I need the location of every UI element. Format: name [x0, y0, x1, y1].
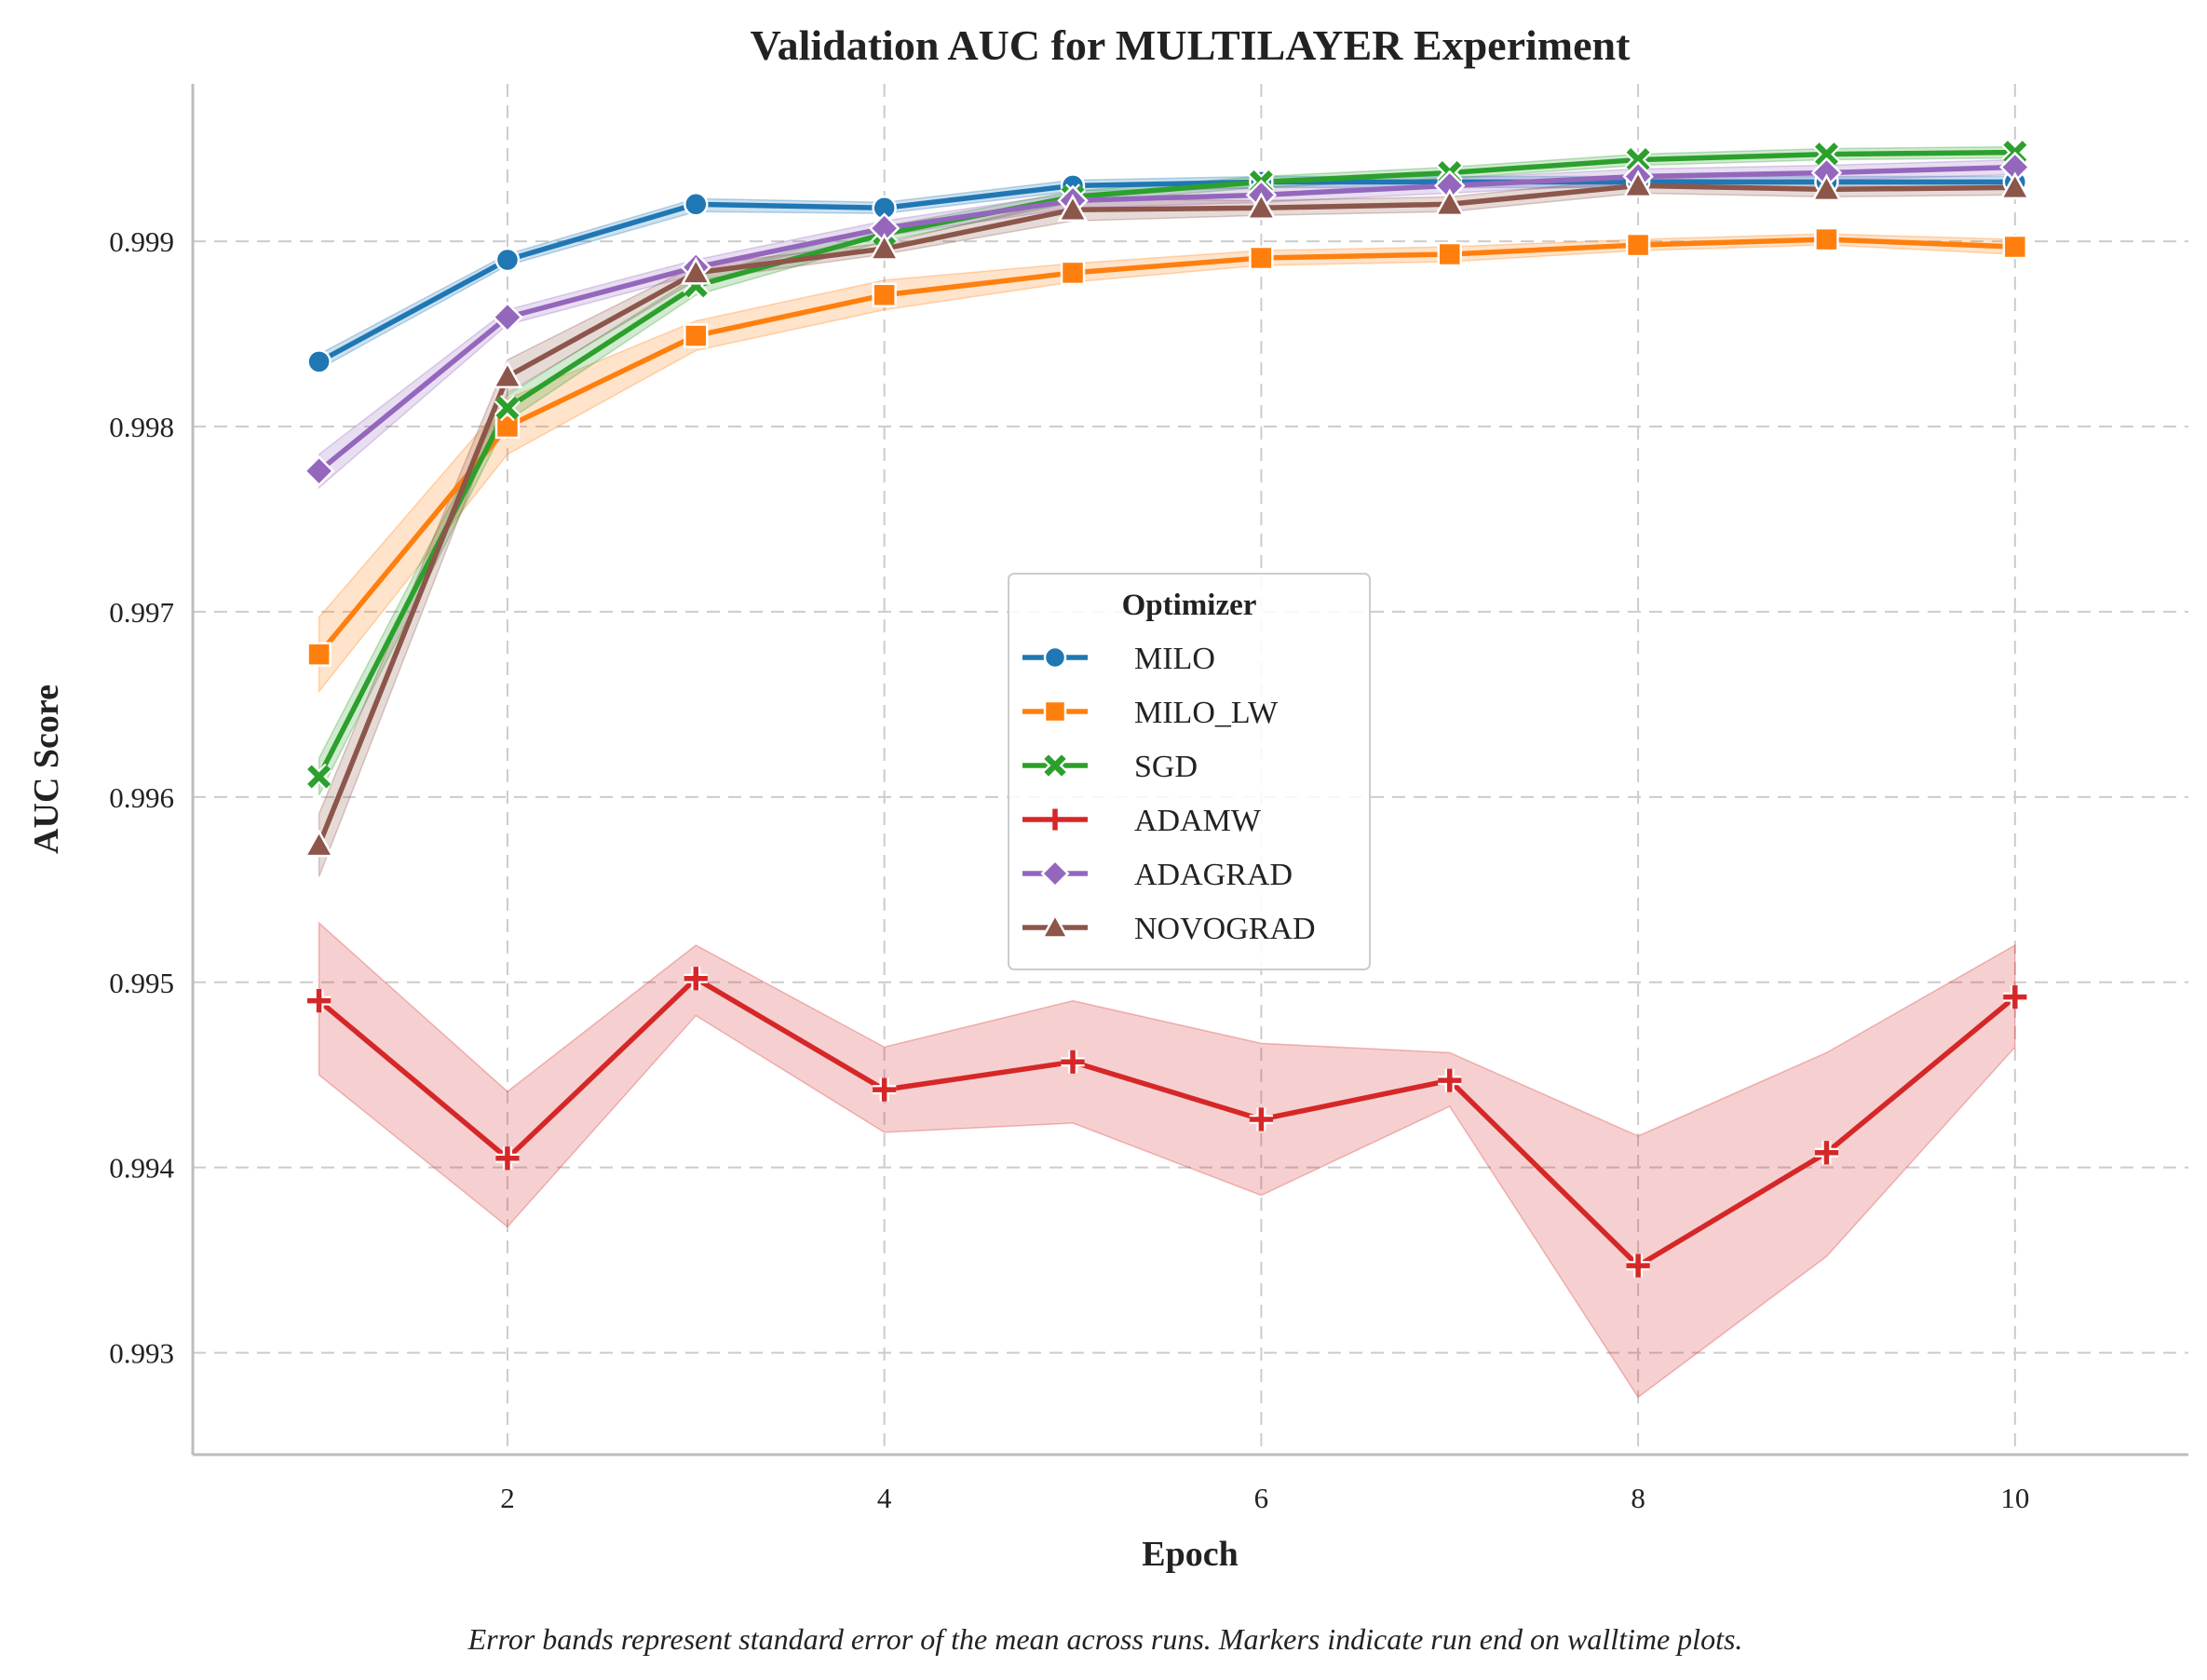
legend-entry-adamw: ADAMW: [1022, 804, 1262, 838]
legend-marker: [1040, 859, 1070, 888]
legend: Optimizer MILO MILO_LW SGD ADAMW ADAGRAD NOVO…: [1008, 573, 1371, 970]
x-axis-label: Epoch: [1142, 1535, 1238, 1574]
data-point-novograd: [1245, 192, 1277, 221]
legend-marker: [1043, 699, 1067, 724]
legend-marker: [1044, 808, 1066, 831]
data-point-milo: [306, 349, 332, 374]
x-tick-label: 10: [2000, 1482, 2029, 1514]
series-line-milo-lw: [316, 237, 2018, 657]
data-point-novograd: [1810, 173, 1842, 202]
legend-entries: MILO MILO_LW SGD ADAMW ADAGRAD NOVOGRAD: [1022, 642, 1316, 946]
legend-marker: [1040, 913, 1070, 939]
x-tick-label: 2: [500, 1482, 515, 1514]
y-tick-label: 0.995: [109, 967, 174, 999]
y-tick-label: 0.993: [109, 1337, 174, 1370]
data-point-milo-lw: [872, 282, 897, 308]
chart-title: Validation AUC for MULTILAYER Experiment: [751, 21, 1632, 69]
data-point-adamw: [1438, 1068, 1462, 1092]
legend-entry-sgd: SGD: [1022, 750, 1198, 784]
tick-labels: 0.993 0.994 0.995 0.996 0.997 0.998 0.999 2 4 6 8 1…: [109, 225, 2029, 1514]
x-tick-label: 6: [1254, 1482, 1269, 1514]
data-point-adamw: [1814, 1141, 1839, 1165]
data-point-adamw: [684, 967, 708, 991]
data-point-milo-lw: [1625, 232, 1651, 258]
series-line-adamw: [316, 976, 2018, 1268]
data-point-adamw: [2003, 985, 2027, 1009]
series-line-novograd: [316, 183, 2018, 848]
y-tick-label: 0.994: [109, 1152, 174, 1185]
data-point-milo-lw: [2002, 234, 2028, 260]
legend-label: SGD: [1134, 750, 1198, 784]
data-point-milo-lw: [1437, 241, 1462, 267]
data-point-sgd: [305, 763, 332, 791]
legend-label: MILO_LW: [1134, 696, 1279, 730]
data-point-milo-lw: [306, 642, 332, 667]
series-line-sgd: [316, 149, 2018, 779]
data-point-adagrad: [303, 454, 335, 487]
legend-title: Optimizer: [1122, 589, 1257, 622]
data-point-adamw: [1626, 1253, 1650, 1278]
data-point-adamw: [495, 1146, 520, 1171]
y-axis-label: AUC Score: [27, 684, 66, 854]
x-tick-label: 4: [877, 1482, 892, 1514]
legend-entry-adagrad: ADAGRAD: [1022, 858, 1293, 892]
series-lines: [316, 149, 2018, 1268]
data-point-novograd: [1622, 169, 1654, 198]
data-point-sgd: [494, 395, 521, 422]
legend-marker: [1042, 752, 1068, 779]
legend-label: ADAGRAD: [1134, 858, 1293, 892]
series-line-milo: [316, 179, 2018, 365]
data-point-novograd: [1999, 171, 2031, 200]
legend-marker: [1043, 645, 1067, 670]
legend-label: MILO: [1134, 642, 1215, 676]
legend-box: [1008, 573, 1371, 970]
legend-entry-milo: MILO: [1022, 642, 1215, 676]
data-point-novograd: [304, 829, 335, 858]
error-band-adamw: [318, 921, 2016, 1399]
caption: Error bands represent standard error of …: [467, 1622, 1743, 1656]
data-point-milo: [684, 192, 709, 217]
data-point-adamw: [873, 1077, 897, 1102]
y-tick-label: 0.996: [109, 781, 174, 814]
y-tick-label: 0.999: [109, 225, 174, 258]
data-point-milo-lw: [684, 323, 709, 348]
data-point-adagrad: [492, 301, 523, 333]
legend-entry-novograd: NOVOGRAD: [1022, 912, 1316, 946]
data-point-adamw: [1061, 1050, 1085, 1074]
data-point-adamw: [306, 989, 332, 1013]
x-tick-label: 8: [1631, 1482, 1645, 1514]
data-point-milo-lw: [1249, 245, 1274, 271]
data-point-milo-lw: [1060, 260, 1086, 286]
data-point-novograd: [1057, 194, 1089, 223]
data-point-novograd: [869, 233, 900, 261]
legend-entry-milo-lw: MILO_LW: [1022, 696, 1279, 730]
axes: [191, 84, 2188, 1456]
data-point-novograd: [680, 256, 711, 285]
data-point-adamw: [1249, 1107, 1273, 1131]
data-point-sgd: [1625, 146, 1652, 173]
legend-label: NOVOGRAD: [1134, 912, 1316, 946]
data-point-milo: [494, 247, 521, 273]
series-line-adagrad: [316, 164, 2018, 474]
data-point-sgd: [1813, 141, 1840, 168]
y-tick-label: 0.997: [109, 596, 174, 629]
data-point-milo-lw: [1814, 226, 1839, 252]
data-point-novograd: [1434, 188, 1466, 217]
y-tick-label: 0.998: [109, 411, 174, 443]
series-markers: [303, 139, 2031, 1278]
data-point-novograd: [492, 360, 523, 389]
legend-label: ADAMW: [1134, 804, 1262, 838]
